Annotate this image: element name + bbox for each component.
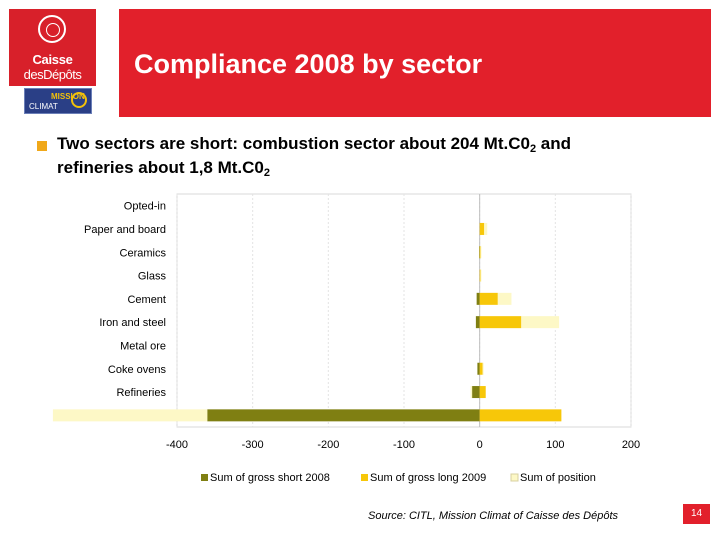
x-tick-label: -100 (393, 439, 415, 451)
bar-3 (480, 246, 482, 259)
x-tick-label: 0 (477, 439, 483, 451)
seal-icon (38, 15, 66, 43)
source-note: Source: CITL, Mission Climat of Caisse d… (368, 510, 619, 522)
mission-logo-line2: CLIMAT (29, 102, 58, 111)
legend-label: Sum of gross long 2009 (370, 472, 486, 484)
legend-swatch (201, 474, 208, 481)
bar-2 (479, 222, 485, 235)
category-label: Paper and board (84, 224, 166, 236)
page-number: 14 (683, 504, 710, 524)
bullet-icon (37, 141, 47, 151)
legend-label: Sum of position (520, 472, 596, 484)
bar-2 (479, 269, 481, 282)
category-label: Ceramics (120, 247, 167, 259)
bar-3 (480, 269, 482, 282)
bar-1 (477, 362, 480, 375)
bar-2 (479, 292, 498, 305)
bar-1 (476, 292, 480, 305)
category-label: Glass (138, 271, 167, 283)
bar-3 (497, 292, 512, 305)
category-label: Refineries (116, 387, 166, 399)
slide-title: Compliance 2008 by sector (134, 49, 483, 79)
caisse-des-depots-logo: Caisse desDépôts (9, 9, 96, 86)
legend-swatch (361, 474, 368, 481)
bar-1 (472, 386, 480, 399)
bar-3 (470, 386, 473, 399)
bar-2 (479, 386, 486, 399)
bar-3 (484, 222, 488, 235)
mission-climat-logo: MISSION CLIMAT (24, 88, 92, 114)
bar-2 (479, 316, 522, 329)
mission-logo-line1: MISSION (51, 92, 85, 101)
bullet-line2: refineries about 1,8 Mt.C02 (57, 156, 270, 185)
line2-subscript: 2 (263, 167, 271, 179)
bar-3 (482, 362, 484, 375)
logo-line1: Caisse (32, 52, 73, 67)
x-tick-label: -200 (317, 439, 339, 451)
globe-icon (71, 92, 87, 108)
bar-2 (479, 409, 562, 422)
x-tick-label: -400 (166, 439, 188, 451)
x-tick-label: 200 (622, 439, 640, 451)
line2-text: refineries about 1,8 Mt.C0 (57, 158, 264, 177)
bullet-text: Two sectors are short: combustion sector… (57, 134, 530, 153)
x-tick-label: 100 (546, 439, 564, 451)
bar-2 (479, 362, 483, 375)
legend-swatch (510, 473, 519, 482)
category-label: Coke ovens (108, 364, 167, 376)
bar-2 (479, 246, 481, 259)
bar-3 (52, 409, 208, 422)
bar-3 (521, 316, 560, 329)
bar-1 (475, 316, 480, 329)
bullet-line1: Two sectors are short: combustion sector… (57, 132, 697, 161)
category-label: Metal ore (120, 340, 166, 352)
bar-1 (207, 409, 480, 422)
category-label: Iron and steel (99, 317, 166, 329)
category-label: Cement (127, 294, 166, 306)
category-label: Opted-in (124, 201, 166, 213)
logo-line2: desDépôts (23, 67, 82, 82)
x-tick-label: -300 (242, 439, 264, 451)
bullet-subscript: 2 (529, 143, 537, 155)
legend-label: Sum of gross short 2008 (210, 472, 330, 484)
title-bar (119, 9, 711, 117)
bullet-text-end: and (536, 134, 572, 153)
